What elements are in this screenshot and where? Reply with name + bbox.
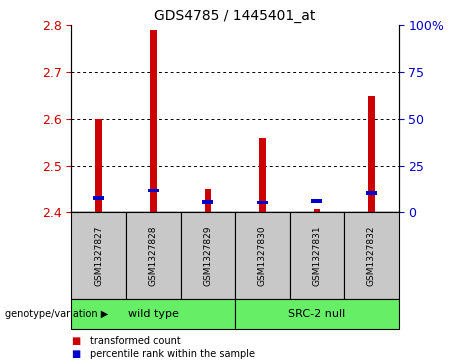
Text: transformed count: transformed count (90, 336, 181, 346)
Bar (344, 212, 399, 299)
Bar (93, 196, 104, 200)
Bar (290, 212, 344, 299)
Text: GSM1327831: GSM1327831 (313, 225, 321, 286)
Bar (148, 188, 159, 192)
Bar (181, 212, 235, 299)
Bar (126, 212, 181, 299)
Text: percentile rank within the sample: percentile rank within the sample (90, 349, 255, 359)
Bar (312, 199, 322, 203)
Bar (235, 212, 290, 299)
Text: GSM1327829: GSM1327829 (203, 226, 213, 286)
Text: wild type: wild type (128, 309, 179, 319)
Bar (257, 201, 268, 204)
Bar (313, 209, 320, 212)
Bar (71, 212, 126, 299)
Text: ■: ■ (71, 349, 81, 359)
Bar (202, 200, 213, 204)
Text: GSM1327830: GSM1327830 (258, 225, 267, 286)
Text: GSM1327827: GSM1327827 (94, 226, 103, 286)
Bar (95, 119, 102, 212)
Text: GSM1327828: GSM1327828 (149, 226, 158, 286)
Text: genotype/variation ▶: genotype/variation ▶ (5, 309, 108, 319)
Text: ■: ■ (71, 336, 81, 346)
Bar (366, 191, 377, 195)
Bar (150, 30, 157, 212)
Bar (205, 189, 211, 212)
Bar (368, 95, 375, 212)
Bar (259, 138, 266, 212)
Bar (235, 299, 399, 329)
Text: GSM1327832: GSM1327832 (367, 226, 376, 286)
Bar (71, 299, 235, 329)
Title: GDS4785 / 1445401_at: GDS4785 / 1445401_at (154, 9, 316, 23)
Text: SRC-2 null: SRC-2 null (288, 309, 346, 319)
